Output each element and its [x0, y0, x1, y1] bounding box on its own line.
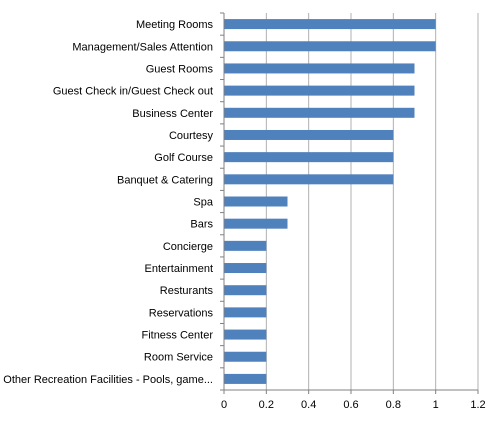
- x-tick-label: 0.4: [301, 399, 316, 411]
- bar: [224, 285, 267, 296]
- category-label: Concierge: [163, 241, 213, 253]
- category-label: Reservations: [149, 307, 214, 319]
- category-label: Resturants: [160, 285, 214, 297]
- bar: [224, 263, 267, 274]
- category-label: Guest Rooms: [146, 63, 214, 75]
- bar: [224, 329, 267, 340]
- category-label: Bars: [190, 219, 213, 231]
- bar: [224, 373, 267, 384]
- x-tick-label: 0.2: [259, 399, 274, 411]
- category-label: Management/Sales Attention: [72, 41, 213, 53]
- bar: [224, 152, 394, 163]
- x-tick-label: 1.2: [470, 399, 485, 411]
- category-label: Entertainment: [145, 263, 213, 275]
- category-label: Golf Course: [154, 152, 213, 164]
- bar: [224, 85, 415, 96]
- axes: [220, 12, 479, 394]
- bar: [224, 174, 394, 185]
- x-tick-label: 1: [433, 399, 439, 411]
- category-label: Meeting Rooms: [136, 19, 214, 31]
- bar: [224, 351, 267, 362]
- bar: [224, 41, 436, 52]
- x-tick-label: 0: [221, 399, 227, 411]
- bar: [224, 63, 415, 74]
- bar: [224, 19, 436, 30]
- category-label: Fitness Center: [141, 330, 213, 342]
- category-label: Business Center: [132, 108, 213, 120]
- x-tick-label: 0.8: [386, 399, 401, 411]
- category-label: Spa: [193, 197, 213, 209]
- x-tick-label: 0.6: [343, 399, 358, 411]
- bar: [224, 107, 415, 118]
- bar: [224, 196, 288, 207]
- category-label: Guest Check in/Guest Check out: [53, 86, 213, 98]
- category-label: Room Service: [144, 352, 213, 364]
- category-label: Courtesy: [169, 130, 214, 142]
- category-label: Other Recreation Facilities - Pools, gam…: [3, 374, 213, 386]
- bar: [224, 129, 394, 140]
- bar: [224, 307, 267, 318]
- bar: [224, 240, 267, 251]
- bars: [224, 19, 436, 384]
- bar: [224, 218, 288, 229]
- labels: 0 0.2 0.4 0.6 0.8 1 1.2 Meeting Rooms Management…: [3, 19, 485, 411]
- gridlines: [265, 13, 479, 390]
- category-label: Banquet & Catering: [117, 174, 213, 186]
